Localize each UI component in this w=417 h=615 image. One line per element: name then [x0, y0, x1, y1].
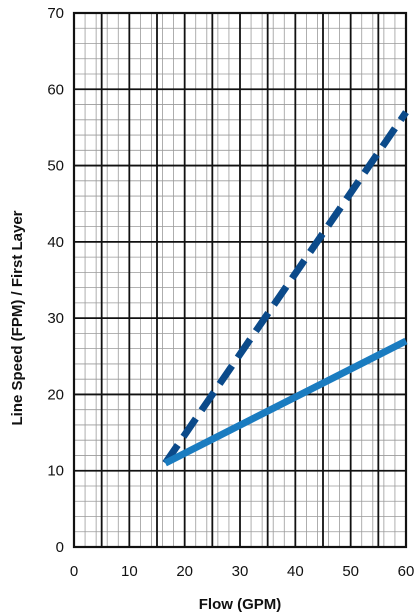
x-tick-label: 50	[342, 563, 359, 580]
x-tick-label: 40	[287, 563, 304, 580]
x-tick-label: 60	[398, 563, 415, 580]
y-tick-label: 50	[47, 158, 64, 175]
y-tick-label: 0	[56, 539, 64, 556]
x-tick-label: 30	[232, 563, 249, 580]
x-axis-label: Flow (GPM)	[199, 596, 282, 613]
y-tick-label: 30	[47, 310, 64, 327]
x-tick-label: 10	[121, 563, 138, 580]
y-tick-label: 40	[47, 234, 64, 251]
y-tick-label: 10	[47, 463, 64, 480]
y-tick-label: 70	[47, 5, 64, 22]
y-tick-labels: 0 10 20 30 40 50 60 70	[47, 5, 64, 556]
y-axis-label: Line Speed (FPM) / First Layer	[9, 210, 26, 425]
solid-series-line	[165, 341, 406, 463]
x-tick-label: 0	[70, 563, 78, 580]
x-tick-labels: 0 10 20 30 40 50 60	[70, 563, 415, 580]
major-grid	[74, 13, 406, 547]
y-tick-label: 60	[47, 81, 64, 98]
y-tick-label: 20	[47, 386, 64, 403]
x-tick-label: 20	[176, 563, 193, 580]
